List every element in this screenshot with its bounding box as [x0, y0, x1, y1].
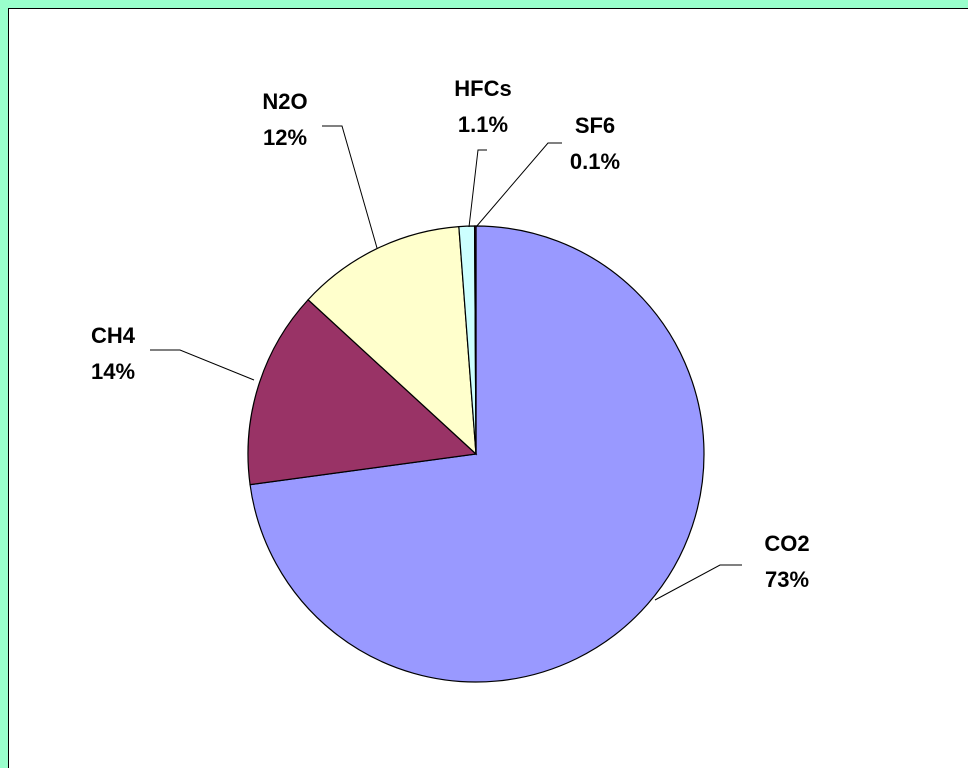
leader-line: [475, 142, 562, 228]
leader-line: [322, 125, 378, 249]
slice-label: HFCs: [454, 76, 511, 101]
slice-label: CO2: [764, 531, 809, 556]
leader-line: [150, 349, 255, 381]
leader-line: [468, 149, 487, 228]
leader-line: [654, 564, 742, 601]
pie-slice: [249, 225, 705, 683]
slice-value-label: 1.1%: [458, 112, 508, 137]
slice-value-label: 14%: [91, 359, 135, 384]
pie-slice: [247, 298, 478, 486]
pie-slice: [473, 225, 477, 455]
slice-value-label: 12%: [263, 125, 307, 150]
slice-label: N2O: [262, 89, 307, 114]
slice-label: SF6: [575, 113, 615, 138]
pie-slice: [307, 226, 477, 456]
slice-value-label: 73%: [765, 567, 809, 592]
slice-label: CH4: [91, 323, 136, 348]
slice-value-label: 0.1%: [570, 149, 620, 174]
